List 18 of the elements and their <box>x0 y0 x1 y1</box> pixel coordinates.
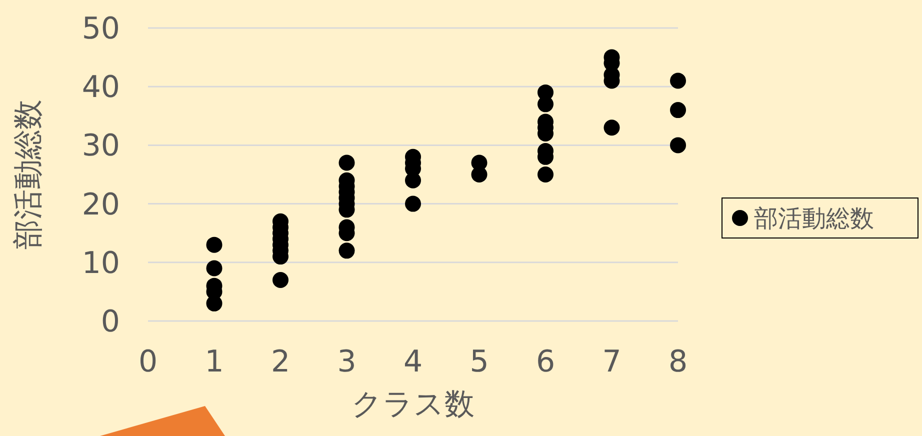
y-tick-label: 40 <box>82 70 120 106</box>
x-tick-label: 1 <box>204 344 224 380</box>
x-tick-label: 2 <box>270 344 290 380</box>
x-tick-label: 0 <box>138 344 158 380</box>
x-tick-label: 6 <box>536 344 556 380</box>
x-tick-label: 4 <box>403 344 423 380</box>
y-axis-title: 部活動総数 <box>11 100 46 250</box>
y-tick-label: 50 <box>82 12 120 46</box>
x-tick-label: 7 <box>602 344 622 380</box>
x-tick-label: 8 <box>668 344 688 380</box>
y-tick-label: 20 <box>82 187 120 222</box>
x-axis-title: クラス数 <box>352 387 474 422</box>
y-tick-label: 10 <box>82 246 120 281</box>
legend-label: 部活動総数 <box>754 204 874 232</box>
y-tick-label: 30 <box>82 128 120 164</box>
y-tick-label: 0 <box>100 304 120 340</box>
x-tick-label: 3 <box>337 344 356 380</box>
x-tick-label: 5 <box>470 344 489 380</box>
